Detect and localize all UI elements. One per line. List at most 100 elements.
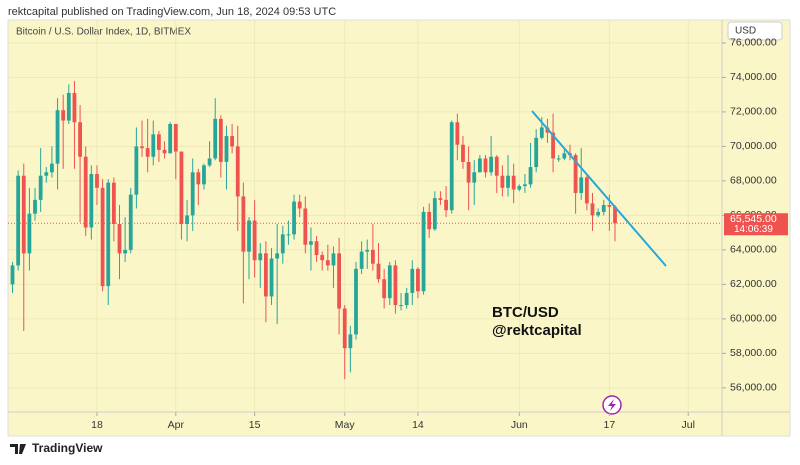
candle-body [280,234,285,254]
candle-body [494,156,499,176]
candle-body [27,213,32,254]
x-tick-label: 17 [604,419,616,431]
candle-body [421,211,426,292]
candle-body [202,165,206,185]
candle-body [314,241,319,256]
last-price-tag [724,213,788,236]
y-tick-label: 58,000.00 [730,347,777,359]
candle-body [213,118,218,159]
candle-body [247,220,251,252]
x-tick-label: 18 [91,419,103,431]
candle-body [297,201,302,209]
candle-body [72,92,77,123]
x-tick-label: 15 [249,419,261,431]
candle-body [444,199,448,211]
candle-body [33,199,37,214]
candle-body [483,158,488,173]
candle-body [179,151,184,225]
candle-body [337,253,341,309]
x-tick-label: Apr [168,419,185,431]
candle-body [370,249,375,264]
candle-body [95,174,99,188]
y-tick-label: 72,000.00 [730,106,777,118]
candle-body [207,158,212,166]
candle-body [128,194,133,250]
annotation: @rektcapital [492,322,582,339]
chart-bg [7,19,791,437]
candle-body [162,149,167,154]
x-tick-label: Jul [681,419,694,431]
candle-body [168,123,173,154]
candle-body [252,220,257,261]
candle-body [354,268,358,335]
candle-body [83,156,88,228]
candle-body [66,92,71,121]
candle-body [489,156,494,173]
candle-body [410,268,415,294]
symbol-title: Bitcoin / U.S. Dollar Index, 1D, BITMEX [16,27,191,38]
candle-body [325,260,330,266]
candle-body [140,146,144,149]
annotation: BTC/USD [492,304,559,321]
y-tick-label: 74,000.00 [730,71,777,83]
candle-body [151,134,156,157]
candle-body [331,253,336,266]
y-tick-label: 60,000.00 [730,313,777,325]
candle-body [303,208,308,245]
x-tick-label: Jun [511,419,528,431]
candle-body [38,175,43,200]
candle-body [416,268,420,292]
y-tick-label: 62,000.00 [730,278,777,290]
currency: USD [735,26,756,37]
candle-body [44,172,49,176]
candle-body [89,174,94,228]
x-tick-label: 14 [412,419,424,431]
candle-body [590,203,595,216]
candle-body [376,263,381,280]
candle-body [185,215,189,225]
candle-body [196,172,201,185]
candle-body [387,265,392,299]
candle-body [100,187,105,287]
currency-box [727,21,783,41]
candle-body [382,279,387,299]
candle-body [21,175,26,254]
candle-body [111,182,116,225]
candle-body [573,155,578,193]
y-tick-label: 64,000.00 [730,244,777,256]
candle-body [432,198,437,230]
candle-body [584,177,589,204]
candle-body [235,146,240,197]
candle-body [466,161,471,183]
candle-body [224,136,229,162]
y-tick-label: 76,000.00 [730,37,777,49]
candle-body [517,186,522,190]
candle-body [455,122,460,145]
candle-body [607,205,612,207]
candle-body [613,206,617,224]
candle-body [562,153,567,159]
candle-body [556,158,561,160]
candle-body [190,172,195,216]
candle-body [500,175,505,188]
published-line: rektcapital published on TradingView.com… [8,6,336,18]
candle-body [359,251,364,269]
candle-body [528,167,533,185]
candle-body [78,122,82,157]
candle-body [534,137,539,168]
candle-body [134,146,139,195]
candle-body [292,201,296,235]
footer-logo: TradingView [32,441,103,455]
candle-body [399,305,403,307]
candle-body [106,182,111,287]
footer-icon [10,444,26,454]
candle-body [596,211,601,216]
candle-body [123,249,128,254]
candle-body [16,175,21,266]
candle-body [342,308,347,349]
candle-body [263,253,268,297]
candle-body [50,163,54,173]
candle-body [145,148,150,157]
